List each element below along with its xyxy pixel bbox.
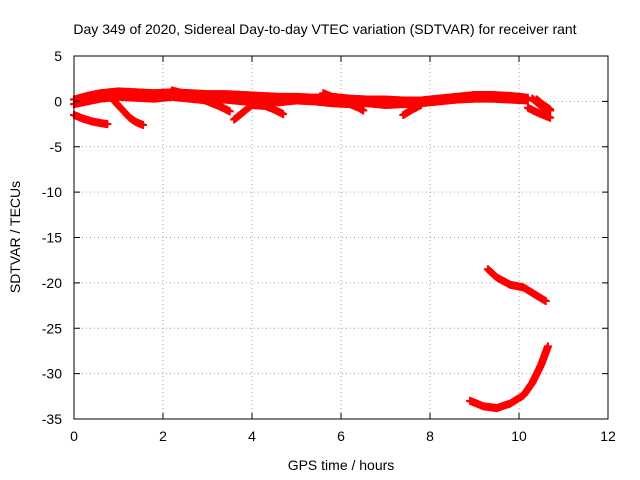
y-tick-label: -35 [42,411,62,427]
series-arc-minus20 [483,265,550,306]
x-axis-label: GPS time / hours [288,457,395,473]
chart-title: Day 349 of 2020, Sidereal Day-to-day VTE… [73,21,576,37]
data-point [103,120,112,129]
plot-series [70,86,555,413]
data-point [543,342,552,351]
series-arc-main-lower [70,92,532,110]
data-point [225,107,234,116]
y-tick-label: -10 [42,184,62,200]
y-tick-label: -15 [42,230,62,246]
y-tick-label: -30 [42,366,62,382]
x-tick-label: 2 [159,428,167,444]
axes: 0 2 4 6 8 10 12 5 0 -5 -10 -15 -20 -25 -30 -35 [42,48,616,444]
series-arc-end-bottom [523,103,555,122]
y-axis-label: SDTVAR / TECUs [7,181,23,293]
series-arc-down-6 [319,89,368,115]
data-point [417,101,426,110]
x-tick-label: 12 [600,428,616,444]
y-tick-label: -25 [42,320,62,336]
series-arc-down-4 [230,101,288,124]
series-arc-swoop [105,91,147,129]
x-tick-label: 4 [248,428,256,444]
series-arc-down-2 [167,86,234,116]
x-tick-label: 10 [511,428,527,444]
data-point [541,297,550,306]
x-tick-label: 8 [426,428,434,444]
x-tick-label: 6 [337,428,345,444]
data-point [359,106,368,115]
series-arc-end-hook [532,95,555,114]
series-arc-start-dip [70,110,112,129]
y-tick-label: -5 [50,139,63,155]
data-point [138,120,147,129]
series-arc-minus34 [466,342,552,413]
data-point [546,113,555,122]
y-tick-label: 5 [54,48,62,64]
data-point [279,110,288,119]
y-tick-label: 0 [54,93,62,109]
data-point [546,105,555,114]
series-arc-down-7 [399,101,426,119]
x-tick-label: 0 [70,428,78,444]
y-tick-label: -20 [42,275,62,291]
